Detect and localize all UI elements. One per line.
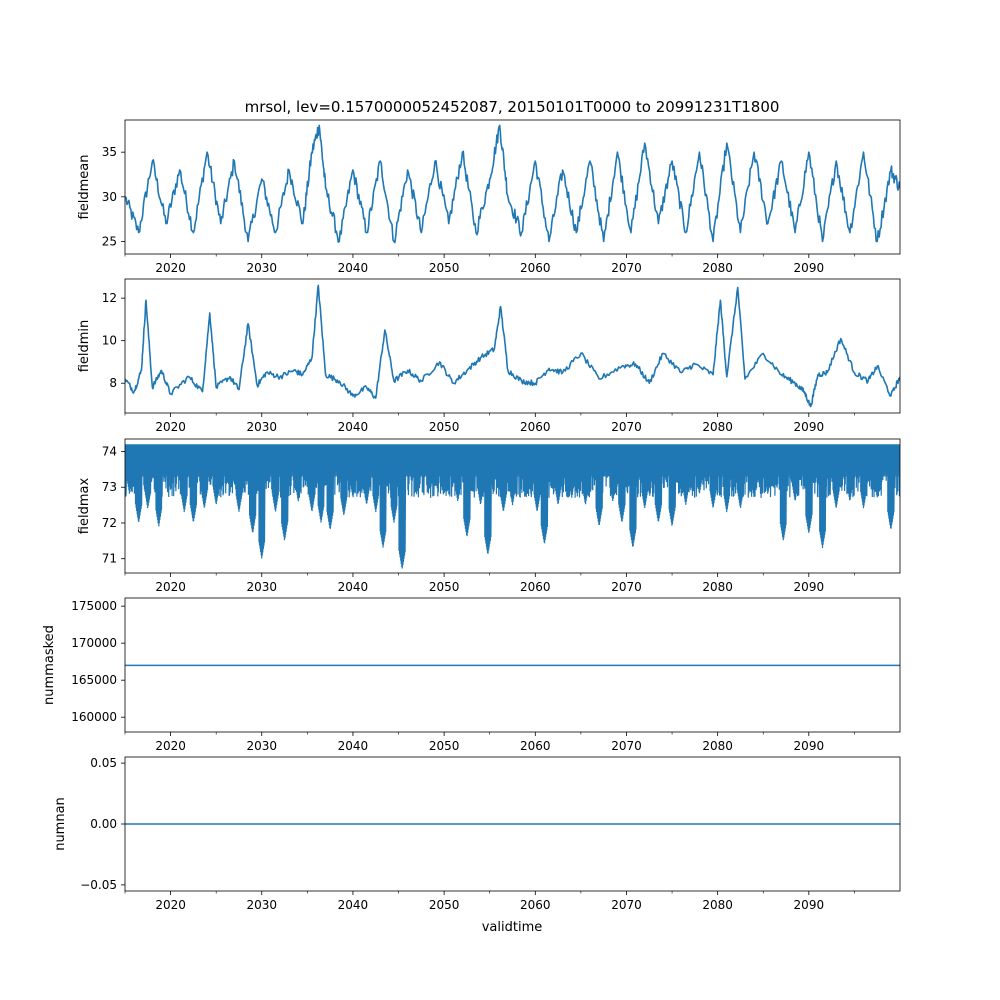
x-tick-label: 2070 [611,261,642,275]
y-tick-label: 25 [102,234,117,248]
y-tick-label: −0.05 [80,878,117,892]
x-tick-label: 2070 [611,898,642,912]
x-axis-label: validtime [482,920,543,935]
panel-fieldmin: 2020 2030 2040 2050 2060 2070 2080 2090 8 10 12 fie… [77,278,901,434]
panel-fieldmean: 2020 2030 2040 2050 2060 2070 2080 2090 25 30 35 fi… [77,119,901,275]
x-tick-label: 2080 [702,420,733,434]
x-tick-label: 2020 [155,261,186,275]
x-tick-label: 2060 [520,739,551,753]
series-group [125,444,900,569]
panel-numnan: 2020 2030 2040 2050 2060 2070 2080 2090 −0.05 0.0… [53,756,901,912]
x-tick-label: 2050 [429,580,460,594]
axes-frame [124,438,901,574]
y-tick-label: 71 [102,552,117,566]
y-tick-label: 30 [102,190,117,204]
axes-frame [124,278,901,414]
x-tick-label: 2070 [611,580,642,594]
y-tick-label: 160000 [71,710,117,724]
x-tick-label: 2050 [429,739,460,753]
panel-nummasked: 2020 2030 2040 2050 2060 2070 2080 2090 160000 16… [42,597,901,753]
y-tick-label: 8 [109,376,117,390]
y-tick-label: 170000 [71,636,117,650]
x-tick-label: 2040 [338,898,369,912]
y-axis-label: fieldmax [77,478,92,535]
x-tick-label: 2020 [155,898,186,912]
x-tick-label: 2020 [155,420,186,434]
x-tick-label: 2060 [520,261,551,275]
subplots: 2020 2030 2040 2050 2060 2070 2080 2090 25 30 35 fi… [42,119,901,912]
x-tick-label: 2070 [611,739,642,753]
x-tick-label: 2030 [246,898,277,912]
y-axis-label: fieldmean [77,155,92,220]
axes-frame [124,597,901,733]
x-tick-label: 2030 [246,580,277,594]
series-line-fieldmean [125,124,900,244]
y-tick-label: 175000 [71,599,117,613]
series-group [125,124,900,244]
x-tick-label: 2050 [429,420,460,434]
x-tick-label: 2090 [794,420,825,434]
axes-frame [124,119,901,255]
chart-title: mrsol, lev=0.1570000052452087, 20150101T… [245,98,780,116]
x-tick-label: 2090 [794,898,825,912]
series-group [125,284,900,408]
x-tick-label: 2040 [338,739,369,753]
y-tick-label: 0.05 [90,756,117,770]
x-tick-label: 2030 [246,739,277,753]
x-tick-label: 2090 [794,580,825,594]
y-tick-label: 0.00 [90,817,117,831]
series-line-fieldmin [125,284,900,408]
x-tick-label: 2080 [702,580,733,594]
x-tick-label: 2040 [338,420,369,434]
x-tick-label: 2060 [520,420,551,434]
x-tick-label: 2040 [338,580,369,594]
y-tick-label: 35 [102,145,117,159]
panel-fieldmax: 2020 2030 2040 2050 2060 2070 2080 2090 71 72 73 74… [77,438,901,594]
x-tick-label: 2080 [702,261,733,275]
x-tick-label: 2040 [338,261,369,275]
y-tick-label: 165000 [71,673,117,687]
x-tick-label: 2050 [429,898,460,912]
x-tick-label: 2020 [155,739,186,753]
y-axis-label: fieldmin [77,320,92,373]
y-axis-label: numnan [53,797,68,851]
y-tick-label: 73 [102,480,117,494]
y-tick-label: 72 [102,516,117,530]
x-tick-label: 2090 [794,739,825,753]
x-tick-label: 2030 [246,261,277,275]
y-tick-label: 74 [102,445,117,459]
x-tick-label: 2030 [246,420,277,434]
x-tick-label: 2020 [155,580,186,594]
series-band-fieldmax [125,444,900,477]
x-tick-label: 2060 [520,580,551,594]
x-tick-label: 2050 [429,261,460,275]
y-axis-label: nummasked [42,625,57,705]
y-tick-label: 12 [102,291,117,305]
x-tick-label: 2090 [794,261,825,275]
x-tick-label: 2080 [702,739,733,753]
x-tick-label: 2060 [520,898,551,912]
x-tick-label: 2080 [702,898,733,912]
y-tick-label: 10 [102,334,117,348]
x-tick-label: 2070 [611,420,642,434]
